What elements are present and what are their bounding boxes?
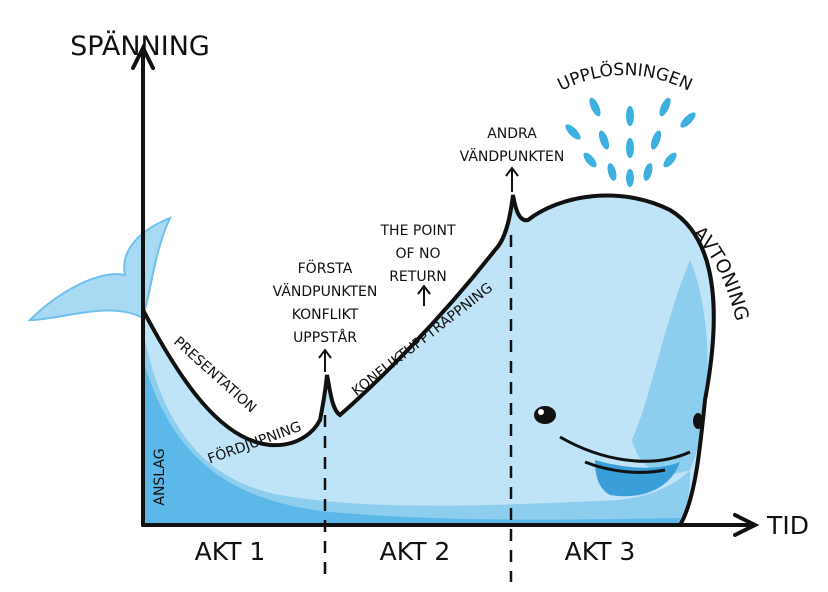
eye: [534, 406, 556, 424]
whale-tail: [27, 216, 172, 322]
y-axis-label: SPÄNNING: [70, 30, 210, 62]
note-line: FÖRSTA: [298, 259, 353, 277]
act-dividers: [323, 235, 513, 582]
act-label: AKT 2: [380, 537, 451, 566]
axes: [131, 43, 760, 537]
mouth: [584, 460, 666, 474]
whale-belly-dark: [143, 360, 680, 525]
note-line: RETURN: [389, 269, 447, 285]
water-spray: [565, 97, 696, 187]
arched-label-text: UPPLÖSNINGEN: [555, 58, 696, 95]
note-line: KONFLIKT: [292, 307, 359, 323]
pointer-arrows: [318, 166, 519, 372]
stage-label: ANSLAG: [152, 448, 168, 505]
act-label: AKT 3: [565, 537, 636, 566]
note-line: VÄNDPUNKTEN: [273, 282, 378, 300]
eye: [693, 413, 703, 429]
x-axis-label: TID: [766, 511, 809, 540]
tension-curve: [141, 193, 716, 527]
note-line: THE POINT: [380, 223, 456, 239]
note-line: OF NO: [395, 246, 440, 262]
note-line: UPPSTÅR: [293, 329, 357, 346]
note-line: VÄNDPUNKTEN: [460, 147, 565, 165]
act-label: AKT 1: [195, 537, 266, 566]
whale-shade: [632, 260, 708, 474]
arched-label: UPPLÖSNINGEN: [555, 58, 696, 95]
note-line: ANDRA: [487, 126, 537, 142]
mouth: [559, 435, 691, 463]
eye-glint: [538, 409, 544, 415]
